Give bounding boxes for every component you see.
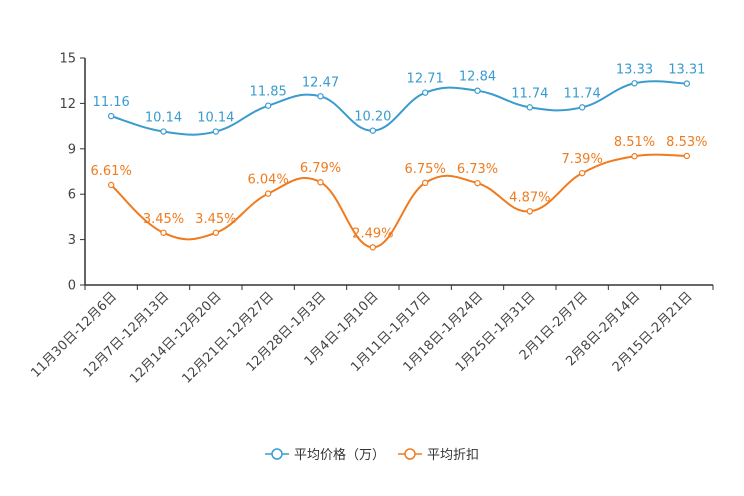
data-label: 12.71 (407, 72, 444, 87)
data-point (264, 102, 272, 109)
data-label: 8.51% (614, 135, 655, 150)
data-point (369, 127, 377, 134)
data-point (526, 208, 534, 215)
data-point (578, 169, 586, 177)
data-point (683, 80, 691, 87)
data-labels-layer: 11.16 10.14 10.14 11.85 12.47 10.20 12.71 12.84… (91, 62, 708, 241)
legend-label: 平均折扣 (427, 448, 479, 463)
data-label: 6.73% (457, 162, 498, 177)
y-tick-label: 15 (59, 52, 76, 67)
data-label: 11.74 (564, 86, 601, 101)
data-point (264, 190, 272, 197)
data-point (212, 128, 220, 135)
data-point (578, 104, 586, 111)
data-label: 12.47 (302, 75, 339, 90)
data-label: 8.53% (666, 135, 707, 150)
series-layer (107, 80, 691, 251)
legend-item-avg-price[interactable]: 平均价格（万） (265, 447, 385, 463)
y-tick-label: 0 (68, 279, 76, 294)
y-tick-label: 9 (68, 142, 76, 157)
y-tick-label: 3 (68, 233, 76, 248)
y-tick-label: 6 (68, 188, 76, 203)
data-label: 10.14 (145, 111, 182, 126)
data-point (474, 87, 481, 94)
data-label: 13.31 (668, 63, 705, 78)
data-label: 11.74 (511, 86, 548, 101)
data-point (683, 152, 691, 160)
legend-item-avg-discount[interactable]: 平均折扣 (398, 448, 479, 463)
data-point (317, 179, 324, 186)
data-point (526, 104, 534, 111)
axes-layer: 0369121511月30日-12月6日12月7日-12月13日12月14日-1… (28, 52, 714, 387)
x-category-label: 11月30日-12月6日 (28, 289, 120, 381)
data-label: 4.87% (509, 190, 550, 205)
data-label: 13.33 (616, 62, 653, 77)
data-point (107, 181, 115, 189)
data-point (369, 244, 377, 251)
data-label: 6.61% (91, 164, 132, 179)
y-tick-label: 12 (59, 97, 76, 112)
data-point (421, 179, 429, 187)
data-label: 10.20 (354, 110, 391, 125)
data-label: 11.16 (93, 95, 130, 110)
legend[interactable]: 平均价格（万） 平均折扣 (265, 447, 479, 463)
x-category-label: 12月21日-12月27日 (180, 289, 277, 386)
x-category-label: 12月14日-12月20日 (127, 289, 224, 386)
data-label: 10.14 (197, 111, 234, 126)
data-point (474, 179, 481, 187)
data-label: 3.45% (143, 212, 184, 227)
legend-marker-icon (271, 448, 283, 460)
legend-label: 平均价格（万） (294, 447, 385, 463)
data-point (317, 93, 324, 100)
data-point (107, 112, 115, 120)
data-point (631, 153, 638, 160)
data-label: 7.39% (562, 152, 603, 167)
data-point (160, 229, 167, 236)
data-label: 6.04% (248, 173, 289, 188)
data-label: 3.45% (195, 212, 236, 227)
series-line-avg-discount (110, 153, 687, 249)
data-label: 11.85 (250, 85, 287, 100)
data-label: 6.75% (405, 162, 446, 177)
data-point (421, 89, 429, 96)
legend-marker-icon (404, 448, 416, 460)
data-label: 6.79% (300, 161, 341, 176)
data-label: 12.84 (459, 70, 496, 85)
data-point (631, 80, 638, 87)
data-point (160, 128, 167, 135)
data-label: 2.49% (352, 226, 393, 241)
data-point (212, 229, 220, 236)
